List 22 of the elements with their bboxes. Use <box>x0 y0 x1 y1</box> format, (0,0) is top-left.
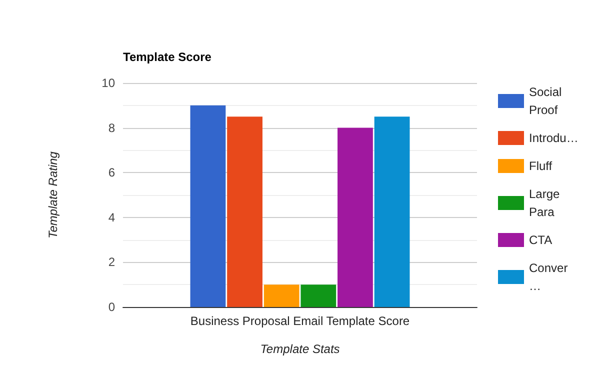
legend-label: Large Para <box>529 187 564 219</box>
x-tick-label: Business Proposal Email Template Score <box>190 314 410 328</box>
legend-label: Fluff <box>529 159 553 173</box>
bar <box>190 105 226 307</box>
bar <box>300 284 336 307</box>
legend-label: Social Proof <box>529 85 566 117</box>
y-tick-label: 4 <box>108 210 116 224</box>
y-axis-title: Template Rating <box>46 151 60 238</box>
legend-label: CTA <box>529 233 552 247</box>
legend-label: Introdu… <box>529 131 578 145</box>
y-tick-label: 10 <box>102 76 116 90</box>
bar <box>338 128 373 307</box>
y-tick-label: 8 <box>108 120 116 135</box>
bar <box>264 284 300 307</box>
chart-title: Template Score <box>123 50 212 64</box>
x-axis-title: Template Stats <box>260 342 340 356</box>
y-tick-label: 6 <box>108 166 116 180</box>
y-tick-label: 2 <box>108 255 116 270</box>
bar <box>227 116 262 307</box>
y-tick-label: 0 <box>108 300 116 314</box>
legend-label: Conver… <box>529 261 568 293</box>
bar <box>374 116 410 307</box>
